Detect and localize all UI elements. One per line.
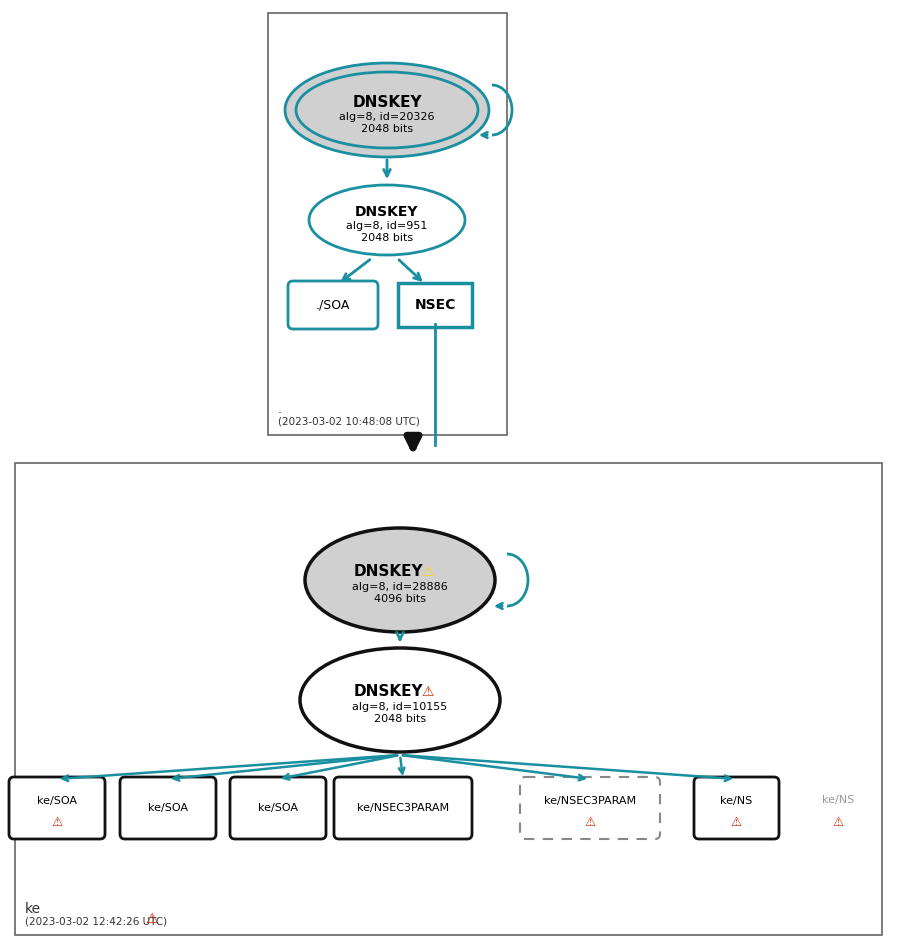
Text: ke/NS: ke/NS <box>822 795 854 805</box>
Text: 2048 bits: 2048 bits <box>374 714 426 724</box>
Text: .: . <box>278 403 282 416</box>
Text: ⚠: ⚠ <box>832 815 843 828</box>
Text: ke/SOA: ke/SOA <box>37 796 77 806</box>
Text: (2023-03-02 10:48:08 UTC): (2023-03-02 10:48:08 UTC) <box>278 417 420 427</box>
FancyBboxPatch shape <box>398 283 472 327</box>
Text: DNSKEY: DNSKEY <box>353 565 422 580</box>
Text: ⚠: ⚠ <box>730 815 742 828</box>
Text: ke/SOA: ke/SOA <box>258 803 298 813</box>
FancyBboxPatch shape <box>120 777 216 839</box>
Text: 2048 bits: 2048 bits <box>361 124 413 134</box>
Text: ke/NSEC3PARAM: ke/NSEC3PARAM <box>357 803 449 813</box>
Text: alg=8, id=10155: alg=8, id=10155 <box>353 702 448 712</box>
Text: 4096 bits: 4096 bits <box>374 594 426 604</box>
Ellipse shape <box>305 528 495 632</box>
Ellipse shape <box>285 63 489 157</box>
Text: ke/NSEC3PARAM: ke/NSEC3PARAM <box>544 796 636 806</box>
Text: NSEC: NSEC <box>414 298 456 312</box>
Text: (2023-03-02 12:42:26 UTC): (2023-03-02 12:42:26 UTC) <box>25 917 167 927</box>
Text: DNSKEY: DNSKEY <box>355 205 419 219</box>
Bar <box>15 463 882 935</box>
FancyBboxPatch shape <box>520 777 660 839</box>
Text: ke: ke <box>25 902 41 916</box>
FancyBboxPatch shape <box>288 281 378 329</box>
Ellipse shape <box>300 648 500 752</box>
Text: alg=8, id=20326: alg=8, id=20326 <box>339 112 435 122</box>
Text: DNSKEY: DNSKEY <box>353 95 422 109</box>
Text: 2048 bits: 2048 bits <box>361 233 413 243</box>
Text: ⚠: ⚠ <box>422 685 434 699</box>
Text: alg=8, id=951: alg=8, id=951 <box>346 221 428 231</box>
FancyBboxPatch shape <box>230 777 326 839</box>
Text: DNSKEY: DNSKEY <box>353 684 422 699</box>
FancyBboxPatch shape <box>694 777 779 839</box>
FancyBboxPatch shape <box>9 777 105 839</box>
Text: ⚠: ⚠ <box>422 565 434 579</box>
Text: alg=8, id=28886: alg=8, id=28886 <box>353 582 448 592</box>
Text: ke/NS: ke/NS <box>720 796 752 806</box>
Text: ⚠: ⚠ <box>584 815 596 828</box>
FancyBboxPatch shape <box>334 777 472 839</box>
Text: ./SOA: ./SOA <box>316 299 350 311</box>
Text: ⚠: ⚠ <box>145 912 158 926</box>
Bar <box>268 13 507 435</box>
Text: ke/SOA: ke/SOA <box>148 803 188 813</box>
Ellipse shape <box>309 185 465 255</box>
Text: ⚠: ⚠ <box>51 815 63 828</box>
